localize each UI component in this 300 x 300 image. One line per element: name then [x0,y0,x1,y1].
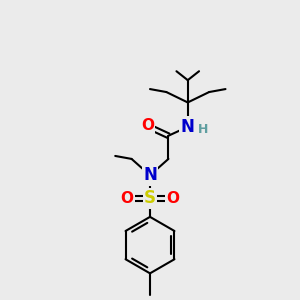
Text: N: N [181,118,195,136]
Text: H: H [198,123,208,136]
Text: N: N [143,166,157,184]
Text: O: O [120,191,133,206]
Text: S: S [144,189,156,207]
Text: O: O [141,118,154,133]
Text: O: O [167,191,180,206]
